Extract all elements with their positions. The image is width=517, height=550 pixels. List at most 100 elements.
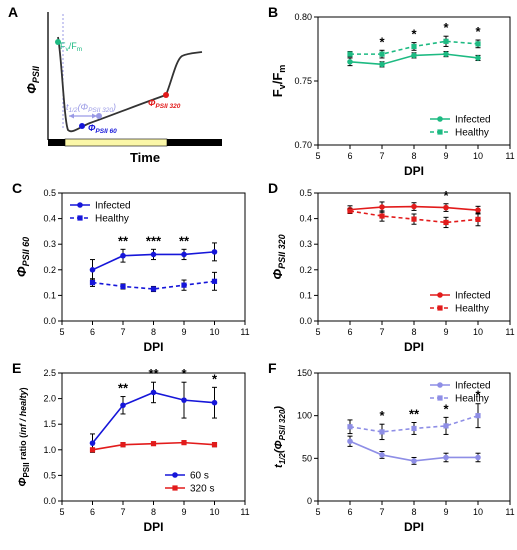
x-axis-label: DPI (143, 520, 163, 534)
significance-mark: ** (118, 233, 129, 248)
x-tick-label: 10 (473, 507, 483, 517)
y-tick-label: 1.0 (43, 445, 56, 455)
y-label-part: inf / healty (18, 389, 28, 435)
y-label-sub: PSII 320 (278, 409, 287, 440)
significance-mark: ** (409, 406, 420, 421)
data-point (89, 280, 96, 286)
data-point (150, 441, 157, 447)
x-tick-label: 9 (181, 507, 186, 517)
y-label-sub: PSII 320 (277, 234, 287, 269)
data-point (411, 43, 417, 50)
x-tick-label: 5 (59, 507, 64, 517)
legend-label: Healthy (455, 304, 489, 315)
schematic-y-label: ΦPSII (24, 66, 41, 94)
x-tick-label: 6 (90, 327, 95, 337)
data-point (411, 203, 417, 210)
x-tick-label: 10 (209, 327, 219, 337)
data-point (150, 286, 157, 292)
panel-letter-c: C (12, 180, 22, 196)
y-label-part: Φ (17, 478, 29, 487)
y-tick-label: 0.0 (43, 496, 56, 506)
data-point (347, 51, 353, 57)
x-tick-label: 6 (347, 327, 352, 337)
data-point (211, 399, 218, 406)
y-label-part: ) (273, 406, 285, 411)
significance-mark: * (475, 388, 481, 403)
data-point (411, 52, 417, 59)
legend-label: Infected (455, 291, 491, 302)
y-label-part: Φ (270, 269, 285, 280)
series-320-s (89, 440, 218, 453)
data-point (120, 402, 126, 409)
legend: Infected Healthy (70, 201, 131, 225)
data-point (347, 438, 353, 445)
y-tick-label: 2.0 (43, 394, 56, 404)
y-label-part: t (273, 463, 285, 468)
x-tick-label: 9 (443, 151, 448, 161)
data-point (347, 208, 353, 214)
x-tick-label: 8 (411, 327, 416, 337)
y-tick-label: 0.0 (43, 316, 56, 326)
significance-mark: ** (148, 366, 159, 381)
significance-mark: * (443, 20, 449, 35)
x-tick-label: 10 (209, 507, 219, 517)
data-point (443, 219, 449, 226)
data-point (150, 251, 157, 258)
series-healthy (89, 271, 218, 293)
legend-label: Healthy (455, 394, 489, 405)
data-point (181, 251, 187, 258)
data-point (443, 423, 449, 429)
y-tick-label: 0.3 (299, 239, 312, 249)
x-tick-label: 6 (347, 507, 352, 517)
legend-marker (77, 202, 83, 208)
data-point (443, 454, 449, 461)
data-point (443, 38, 449, 44)
y-label-sub: m (277, 65, 287, 73)
y-tick-label: 0.70 (294, 140, 312, 150)
schematic-dark-bar-right (167, 139, 222, 146)
y-label-sub: PSII (22, 462, 31, 477)
panel-letter-b: B (268, 4, 278, 20)
legend: Infected Healthy (430, 115, 491, 139)
label-psii320: ΦPSII 320 (148, 98, 181, 110)
y-tick-label: 1.5 (43, 419, 56, 429)
y-label-part: Φ (14, 266, 29, 277)
legend-label: 320 s (190, 484, 214, 495)
legend-label: 60 s (190, 471, 209, 482)
significance-mark: * (475, 24, 481, 39)
y-axis-label: ΦPSII 60 (14, 237, 31, 277)
data-point (181, 440, 187, 446)
data-point (475, 454, 481, 461)
psii320-point (163, 92, 169, 98)
data-point (211, 249, 218, 255)
x-tick-label: 5 (315, 151, 320, 161)
legend-marker (437, 382, 443, 388)
significance-mark: ** (179, 233, 190, 248)
schematic-actinic-light-bar (64, 138, 168, 147)
legend-label: Infected (455, 381, 491, 392)
significance-mark: ** (118, 381, 129, 396)
t12-arrow-head-left (69, 113, 74, 119)
data-point (347, 424, 353, 430)
data-point (150, 389, 157, 396)
schematic-dark-bar-left (48, 139, 65, 146)
series-infected (89, 242, 218, 281)
series-healthy (347, 35, 481, 59)
y-tick-label: 100 (297, 411, 312, 421)
label-psii60: ΦPSII 60 (88, 123, 117, 135)
data-point (475, 413, 481, 419)
label-t12: t1/2(ΦPSII 320) (66, 102, 116, 114)
y-tick-label: 0.4 (299, 214, 312, 224)
panel-e-ratio-chart: E 5 6 7 8 9 10 11 0.0 0.5 1.0 1.5 2.0 2.5 DPI ΦPSII rat… (12, 360, 250, 534)
x-tick-label: 11 (240, 327, 249, 337)
data-point (347, 59, 353, 65)
label-fvfm: Fv/Fm (60, 41, 82, 53)
series-healthy (347, 403, 481, 441)
x-tick-label: 10 (473, 327, 483, 337)
data-point (475, 55, 481, 61)
panel-b-fvfm-chart: B 5 6 7 8 9 10 11 0.70 0.75 0.80 DPI Fv/Fm * * * * Infect… (268, 4, 515, 178)
legend: Infected Healthy (430, 291, 491, 315)
legend-marker (437, 305, 443, 311)
legend-marker (437, 292, 443, 298)
x-tick-label: 9 (443, 507, 448, 517)
